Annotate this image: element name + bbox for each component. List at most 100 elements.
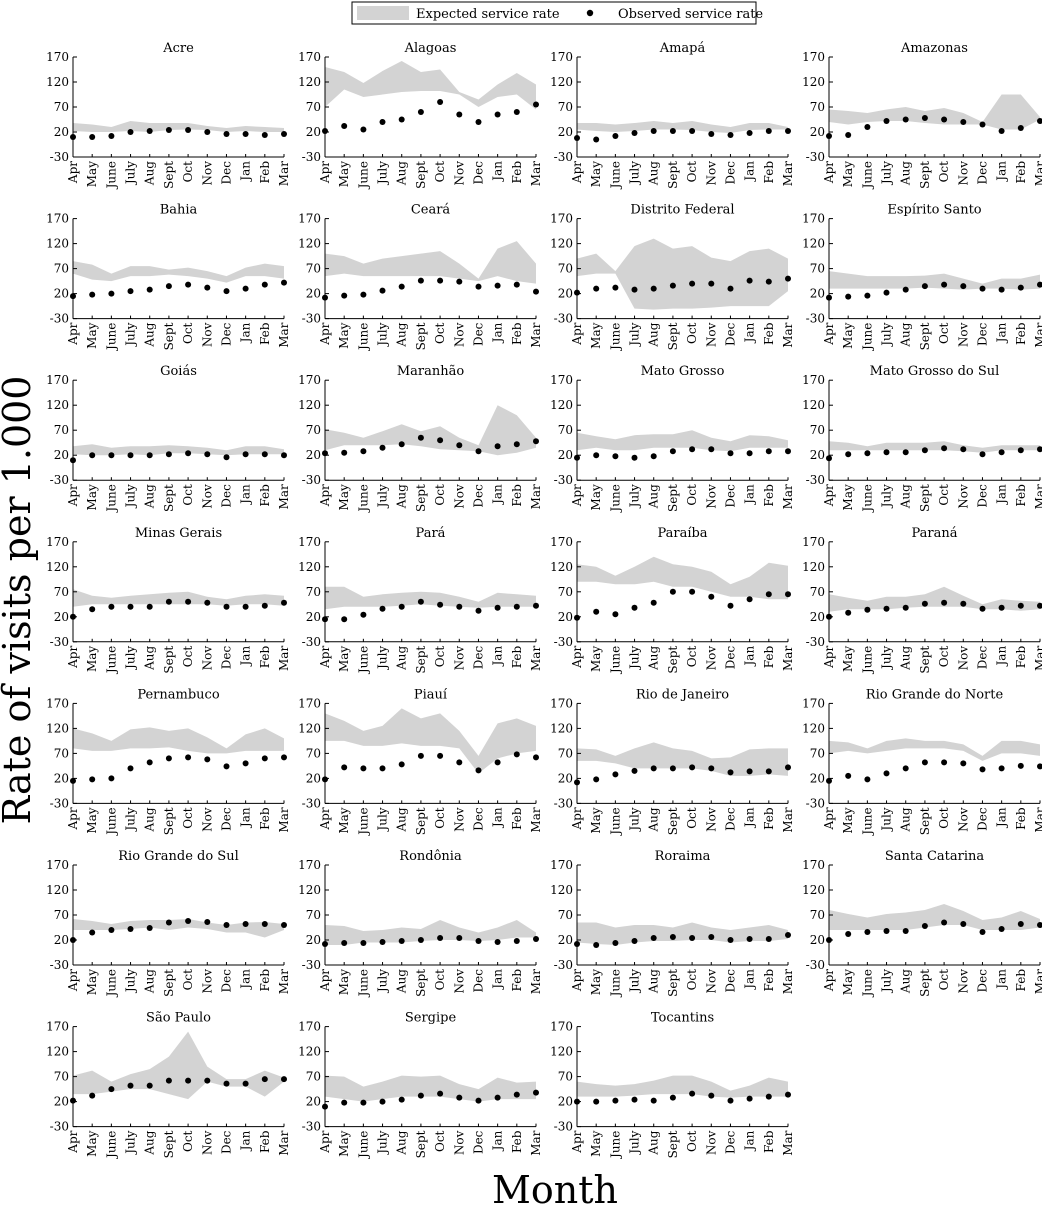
observed-point [998,765,1005,772]
x-tick-label: Feb [1014,161,1028,184]
x-tick-label: Sept [162,161,176,189]
x-tick-label: Aug [899,484,913,509]
observed-point [185,754,192,761]
observed-point [70,457,76,464]
x-tick-label: Mar [277,322,291,347]
observed-point [883,605,890,612]
x-tick-label: Dec [723,969,737,993]
y-tick-label: 70 [558,585,573,599]
observed-point [89,452,96,459]
x-tick-label: Jan [743,484,757,506]
observed-point [165,283,172,290]
observed-point [185,918,192,924]
observed-point [612,1097,619,1104]
x-tick-label: May [337,161,351,187]
x-tick-label: Apr [570,484,584,507]
x-tick-label: Apr [66,1130,80,1153]
observed-point [574,289,580,296]
observed-point [513,281,520,288]
x-tick-label: Oct [433,1130,447,1152]
x-tick-label: Mar [529,807,543,832]
x-tick-label: Mar [1033,807,1042,832]
y-tick-label: 120 [46,560,69,574]
y-tick-label: 120 [46,883,69,897]
y-tick-label: 120 [298,75,321,89]
y-tick-label: 70 [306,100,321,114]
x-tick-label: Mar [529,322,543,347]
x-tick-label: June [356,161,370,190]
observed-point [998,449,1005,456]
legend-point-swatch [586,9,594,17]
y-tick-label: -30 [554,150,573,164]
observed-point [746,450,753,457]
x-tick-label: Sept [666,322,680,350]
y-tick-label: -30 [806,796,825,810]
observed-point [108,133,115,139]
panel-title: Mato Grosso do Sul [870,364,1000,379]
observed-point [533,602,539,609]
x-tick-label: Feb [258,161,272,184]
y-tick-label: -30 [554,1120,573,1134]
y-tick-label: 70 [558,908,573,922]
x-tick-label: Oct [937,969,951,991]
y-tick-label: 170 [550,535,573,549]
y-tick-label: 120 [802,398,825,412]
panel-title: Rondônia [399,849,462,864]
observed-point [574,135,580,141]
x-tick-label: Nov [200,484,214,509]
observed-point [765,128,772,134]
x-tick-label: May [589,484,603,510]
x-tick-label: Sept [918,484,932,512]
observed-point [979,121,986,128]
x-tick-label: Feb [258,1130,272,1153]
x-tick-label: May [337,646,351,672]
observed-point [379,605,386,612]
x-tick-label: June [104,1131,118,1160]
observed-point [70,777,76,784]
x-tick-label: Aug [395,161,409,186]
x-tick-label: May [337,1130,351,1156]
observed-point [437,601,444,608]
panel-title: Roraima [655,849,711,864]
x-tick-label: July [880,484,894,509]
legend-box [351,1,757,25]
x-tick-label: Nov [200,646,214,671]
observed-point [417,1092,424,1099]
x-tick-label: Mar [781,322,795,347]
x-tick-label: June [356,969,370,998]
observed-point [746,1095,753,1102]
x-tick-label: Aug [647,969,661,994]
x-tick-label: Mar [1033,646,1042,671]
observed-point [165,127,172,133]
x-tick-label: May [85,484,99,510]
observed-point [242,603,249,610]
y-tick-label: 70 [306,908,321,922]
x-tick-label: May [589,646,603,672]
y-tick-label: 20 [306,448,321,462]
x-tick-label: Mar [1033,484,1042,509]
observed-point [89,929,96,936]
observed-point [281,922,287,928]
observed-point [204,1077,211,1084]
observed-point [341,1099,348,1106]
observed-point [1037,446,1042,453]
x-tick-label: Apr [318,807,332,830]
x-tick-label: Mar [277,646,291,671]
observed-point [689,1090,696,1097]
y-tick-label: 170 [550,50,573,64]
observed-point [998,926,1005,932]
panel-title: Bahia [160,203,198,218]
x-tick-label: Aug [143,322,157,347]
observed-point [89,1092,96,1099]
observed-point [437,99,444,105]
x-tick-label: Mar [529,1130,543,1155]
x-tick-label: July [124,807,138,832]
x-tick-label: July [124,161,138,186]
observed-point [921,600,928,607]
y-tick-label: 120 [46,75,69,89]
x-tick-label: Aug [395,969,409,994]
observed-point [475,767,482,774]
